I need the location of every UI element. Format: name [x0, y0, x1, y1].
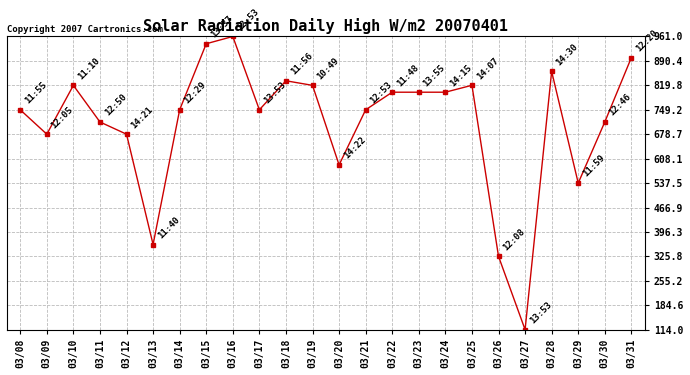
Text: 13:55: 13:55 [422, 63, 447, 88]
Text: 13:53: 13:53 [262, 80, 288, 106]
Text: 11:56: 11:56 [288, 51, 314, 76]
Text: 11:40: 11:40 [156, 215, 181, 240]
Text: 11:10: 11:10 [76, 56, 101, 81]
Text: 12:50: 12:50 [103, 93, 128, 118]
Text: 13:53: 13:53 [528, 300, 553, 326]
Text: 11:59: 11:59 [581, 153, 607, 179]
Text: 13:37: 13:37 [209, 14, 235, 40]
Text: 14:21: 14:21 [129, 105, 155, 130]
Text: 12:53: 12:53 [368, 80, 394, 106]
Text: 14:30: 14:30 [555, 42, 580, 67]
Text: 10:49: 10:49 [315, 56, 341, 81]
Text: 14:07: 14:07 [475, 56, 500, 81]
Text: 14:15: 14:15 [448, 63, 473, 88]
Text: 12:20: 12:20 [634, 28, 660, 53]
Text: 11:55: 11:55 [23, 80, 48, 106]
Text: 12:53: 12:53 [235, 7, 261, 32]
Text: 12:05: 12:05 [50, 105, 75, 130]
Text: 12:29: 12:29 [182, 80, 208, 106]
Text: 14:22: 14:22 [342, 135, 367, 161]
Text: 11:48: 11:48 [395, 63, 420, 88]
Title: Solar Radiation Daily High W/m2 20070401: Solar Radiation Daily High W/m2 20070401 [144, 18, 509, 34]
Text: 12:46: 12:46 [608, 93, 633, 118]
Text: Copyright 2007 Cartronics.com: Copyright 2007 Cartronics.com [7, 24, 163, 33]
Text: 12:08: 12:08 [502, 227, 526, 252]
